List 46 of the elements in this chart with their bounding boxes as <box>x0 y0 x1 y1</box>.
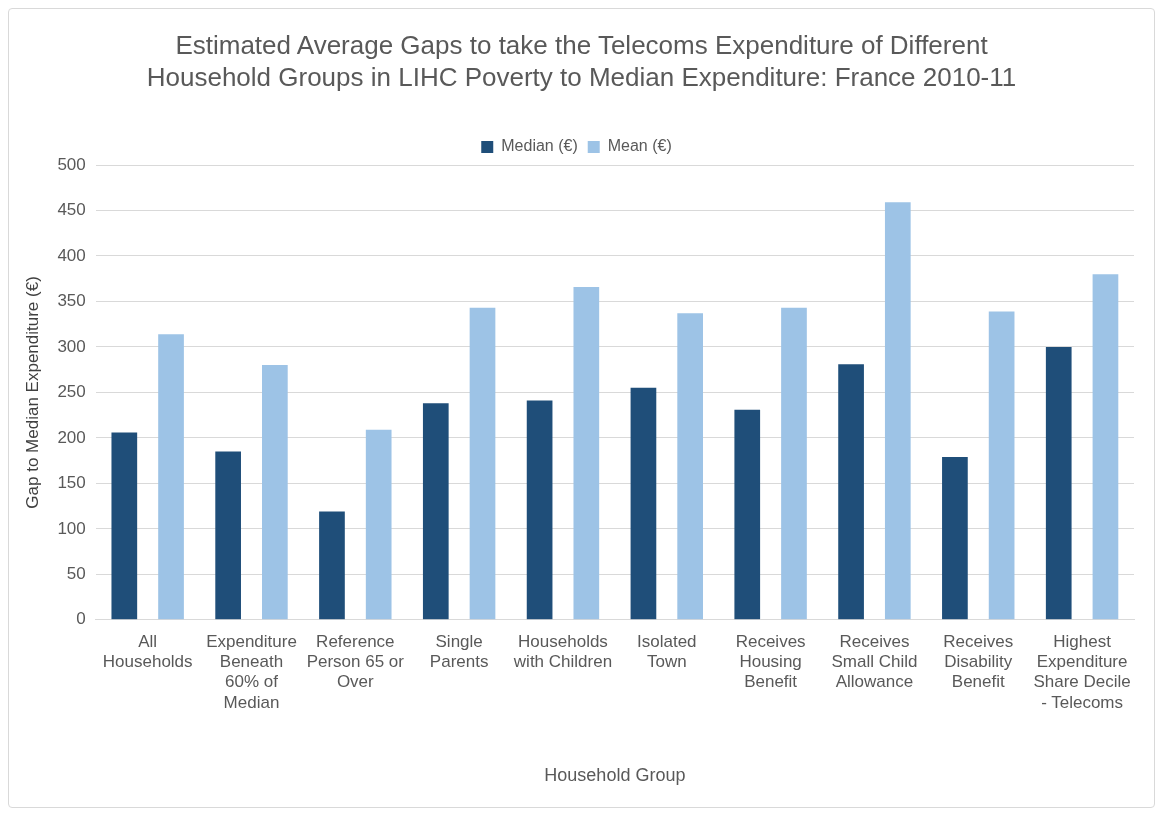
bar <box>262 365 288 620</box>
bar <box>630 387 657 620</box>
x-tick-label: Highest Expenditure Share Decile - Telecoms <box>1033 631 1131 712</box>
x-tick-label: All Households <box>102 631 193 672</box>
bar <box>781 307 807 620</box>
x-tick-label: Isolated Town <box>637 631 697 672</box>
bar <box>215 451 241 620</box>
bar <box>573 286 600 620</box>
x-tick-label: Receives Small Child Allowance <box>831 631 918 692</box>
bar <box>1045 346 1072 620</box>
bar <box>526 400 553 620</box>
bar <box>319 511 345 620</box>
bar <box>158 334 184 620</box>
bar <box>677 313 703 620</box>
bar <box>365 429 392 620</box>
legend-label: Mean (€) <box>607 137 672 155</box>
y-tick-label: 0 <box>76 609 86 629</box>
x-tick-label: Households with Children <box>512 631 613 672</box>
bar <box>988 311 1015 620</box>
x-axis-title: Household Group <box>544 765 686 786</box>
x-tick-label: Receives Housing Benefit <box>735 631 806 692</box>
y-tick-label: 50 <box>66 564 86 584</box>
x-tick-label: Single Parents <box>429 631 489 672</box>
y-tick-label: 250 <box>57 382 86 402</box>
bar <box>942 456 968 620</box>
y-tick-label: 400 <box>57 245 86 265</box>
y-tick-label: 300 <box>57 336 86 356</box>
bar <box>1092 274 1119 620</box>
y-tick-label: 150 <box>57 473 86 493</box>
bar <box>469 307 496 620</box>
bar <box>111 432 138 620</box>
x-tick-label: Receives Disability Benefit <box>943 631 1014 692</box>
bar <box>734 409 761 620</box>
y-axis-title: Gap to Median Expenditure (€) <box>22 276 42 509</box>
legend-label: Median (€) <box>501 137 578 155</box>
y-tick-label: 500 <box>57 154 86 174</box>
bar <box>884 202 911 620</box>
x-tick-label: Reference Person 65 or Over <box>306 631 405 692</box>
bar <box>838 364 864 620</box>
chart-title: Estimated Average Gaps to take the Telecoms Expenditure of Different Household Groups in LIHC Poverty to Median Expenditure: France 2010-11 <box>145 29 1018 94</box>
y-tick-label: 100 <box>57 518 86 538</box>
y-tick-label: 350 <box>57 291 86 311</box>
bar <box>422 403 449 620</box>
y-tick-label: 200 <box>57 427 86 447</box>
y-tick-label: 450 <box>57 200 86 220</box>
x-tick-label: Expenditure Beneath 60% of Median <box>206 631 297 712</box>
